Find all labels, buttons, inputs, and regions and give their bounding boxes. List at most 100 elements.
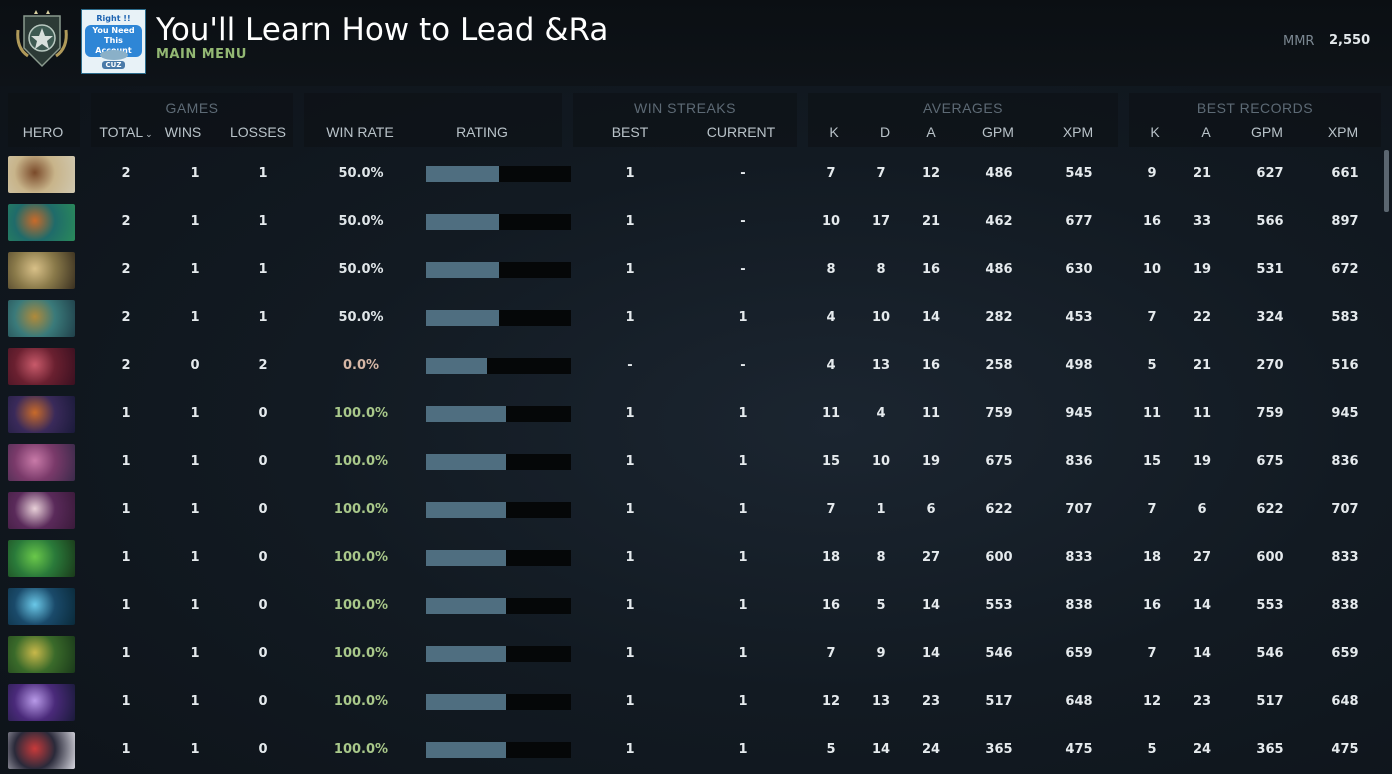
table-row[interactable]: 1 1 0 100.0% 1 1 15 10 19 675 836 15 19 675 836 [0,438,1380,486]
cell-best-k: 5 [1147,742,1157,757]
cell-avg-d: 7 [876,166,886,181]
hero-portrait[interactable] [8,252,75,289]
table-row[interactable]: 2 1 1 50.0% 1 1 4 10 14 282 453 7 22 324 583 [0,294,1380,342]
hero-portrait[interactable] [8,684,75,721]
col-win-rate[interactable]: WIN RATE [326,124,394,140]
table-row[interactable]: 1 1 0 100.0% 1 1 7 1 6 622 707 7 6 622 707 [0,486,1380,534]
cell-avg-xpm: 836 [1065,454,1093,469]
cell-current-streak: 1 [738,742,748,757]
cell-losses: 0 [258,646,268,661]
cell-wins: 1 [190,262,200,277]
hero-portrait[interactable] [8,732,75,769]
cell-best-a: 21 [1192,166,1212,181]
cell-wins: 1 [190,454,200,469]
cell-avg-k: 4 [826,310,836,325]
col-rating[interactable]: RATING [456,124,508,140]
cell-best-xpm: 516 [1331,358,1359,373]
col-losses[interactable]: LOSSES [229,124,287,140]
header-bg-streaks [573,93,797,147]
cell-wins: 1 [190,310,200,325]
hero-portrait[interactable] [8,156,75,193]
cell-avg-gpm: 462 [985,214,1013,229]
main-menu-link[interactable]: MAIN MENU [156,47,247,62]
cell-avg-xpm: 630 [1065,262,1093,277]
hero-portrait[interactable] [8,396,75,433]
rating-bar-fill [426,310,499,326]
cell-best-k: 18 [1142,550,1162,565]
table-row[interactable]: 2 1 1 50.0% 1-7 7 12 486 545 9 21 627 661 [0,150,1380,198]
cell-best-streak: 1 [625,454,635,469]
cell-best-gpm: 675 [1256,454,1284,469]
table-row[interactable]: 1 1 0 100.0% 1 1 5 14 24 365 475 5 24 365 475 [0,726,1380,774]
cell-wins: 1 [190,502,200,517]
hero-portrait[interactable] [8,348,75,385]
col-wins[interactable]: WINS [164,124,202,140]
table-row[interactable]: 2 0 2 0.0% - - 4 13 16 258 498 5 21 270 516 [0,342,1380,390]
cell-current-streak: - [740,262,746,277]
table-row[interactable]: 1 1 0 100.0% 1 1 16 5 14 553 838 16 14 553 838 [0,582,1380,630]
hero-portrait[interactable] [8,588,75,625]
cell-avg-gpm: 258 [985,358,1013,373]
rating-bar [426,694,571,710]
cell-win-rate: 50.0% [338,262,384,277]
cell-wins: 1 [190,742,200,757]
col-best-k[interactable]: K [1150,124,1160,140]
hero-portrait[interactable] [8,636,75,673]
rating-bar-fill [426,502,506,518]
col-best-xpm[interactable]: XPM [1327,124,1359,140]
col-avg-d[interactable]: D [879,124,891,140]
cell-win-rate: 50.0% [338,166,384,181]
mmr-label: MMR [1283,34,1315,49]
cell-best-a: 19 [1192,262,1212,277]
cell-losses: 0 [258,550,268,565]
cell-avg-k: 12 [821,694,841,709]
cell-current-streak: 1 [738,454,748,469]
col-avg-gpm[interactable]: GPM [982,124,1014,140]
col-best-gpm[interactable]: GPM [1251,124,1283,140]
profile-avatar[interactable]: Right !! You Need This Account CUZ [81,9,146,74]
cell-wins: 1 [190,646,200,661]
hero-portrait[interactable] [8,300,75,337]
hero-portrait[interactable] [8,540,75,577]
hero-portrait[interactable] [8,444,75,481]
cell-total: 1 [121,598,131,613]
player-name: You'll Learn How to Lead &Ra [156,12,606,48]
cell-total: 1 [121,406,131,421]
cell-avg-gpm: 675 [985,454,1013,469]
cell-avg-xpm: 659 [1065,646,1093,661]
cell-win-rate: 100.0% [333,454,389,469]
table-row[interactable]: 2 1 1 50.0% 1-10 17 21 462 677 16 33 566 897 [0,198,1380,246]
rating-bar-fill [426,742,506,758]
col-hero[interactable]: HERO [22,124,64,140]
cell-avg-a: 19 [921,454,941,469]
cell-best-xpm: 833 [1331,550,1359,565]
col-total[interactable]: TOTAL ⌄ [92,124,160,140]
cell-total: 2 [121,262,131,277]
cell-avg-a: 16 [921,358,941,373]
hero-portrait[interactable] [8,204,75,241]
cell-avg-d: 8 [876,550,886,565]
cell-avg-d: 8 [876,262,886,277]
table-row[interactable]: 1 1 0 100.0% 1 1 12 13 23 517 648 12 23 517 648 [0,678,1380,726]
cell-best-k: 12 [1142,694,1162,709]
col-total-label: TOTAL [99,124,144,140]
table-row[interactable]: 1 1 0 100.0% 1 1 18 8 27 600 833 18 27 600 833 [0,534,1380,582]
hero-portrait[interactable] [8,492,75,529]
table-row[interactable]: 1 1 0 100.0% 1 1 11 4 11 759 945 11 11 759 945 [0,390,1380,438]
cell-wins: 1 [190,694,200,709]
cell-avg-gpm: 546 [985,646,1013,661]
cell-losses: 1 [258,214,268,229]
scrollbar[interactable] [1384,150,1389,212]
cell-avg-k: 7 [826,646,836,661]
rating-bar-fill [426,214,499,230]
table-row[interactable]: 2 1 1 50.0% 1 - 8 8 16 486 630 10 19 531 672 [0,246,1380,294]
col-avg-xpm[interactable]: XPM [1062,124,1094,140]
col-current-streak[interactable]: CURRENT [706,124,776,140]
col-best-a[interactable]: A [1201,124,1211,140]
col-best-streak[interactable]: BEST [611,124,649,140]
table-row[interactable]: 1 1 0 100.0% 1 1 7 9 14 546 659 7 14 546 659 [0,630,1380,678]
col-avg-k[interactable]: K [829,124,839,140]
cell-best-streak: - [627,358,633,373]
cell-win-rate: 100.0% [333,646,389,661]
col-avg-a[interactable]: A [926,124,936,140]
